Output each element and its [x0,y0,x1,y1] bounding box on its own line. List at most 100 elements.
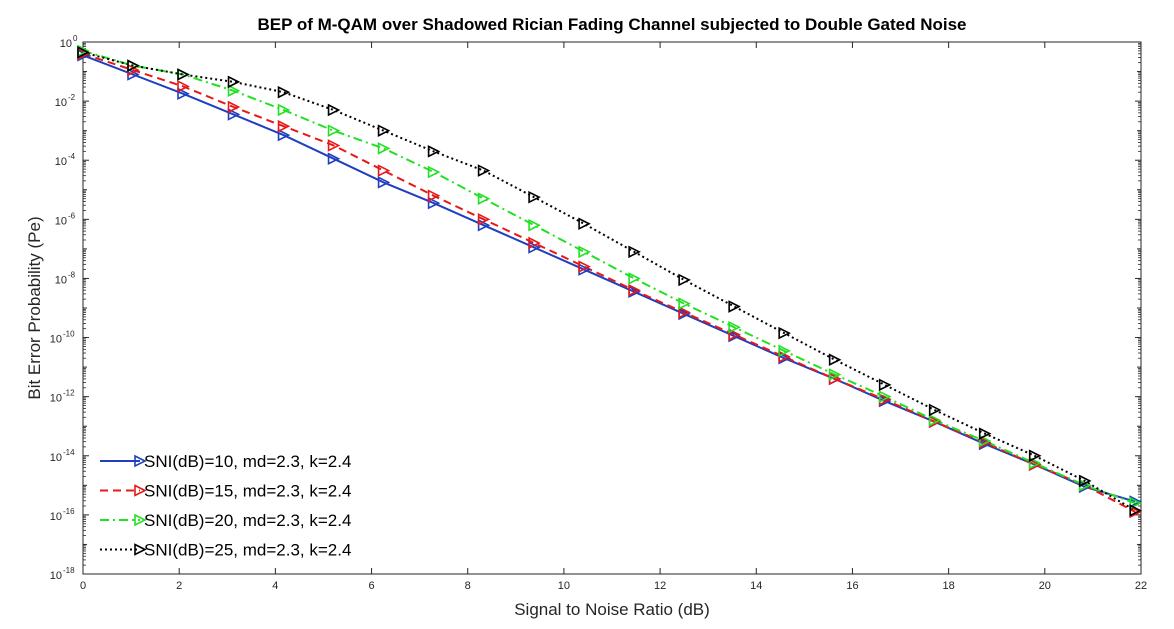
legend-marker-1 [134,454,147,468]
series-1-point [377,176,391,189]
y-tick-exponent: -14 [63,448,75,457]
series-1-point [427,196,441,210]
series-4-point [77,46,90,59]
series-layer [83,49,1136,513]
series-4-point [878,378,892,392]
series-3-point [427,165,441,179]
y-tick-exponent: 0 [73,34,78,43]
series-2-point [728,328,741,341]
x-tick-label: 0 [80,580,86,592]
series-1-point [477,218,491,232]
y-tick-label: 10 [50,570,62,582]
x-tick-label: 18 [943,580,955,592]
series-2-point [628,283,641,297]
series-4-point [828,353,842,367]
series-line-4 [83,51,1136,512]
series-3-point [628,272,641,285]
y-tick-exponent: -8 [68,270,76,279]
legend-marker-2 [134,484,147,497]
series-4-point [477,164,491,177]
x-tick-label: 16 [846,580,858,592]
x-tick-labels: 0 2 4 6 8 10 12 14 16 18 20 22 [80,580,1147,592]
chart-title: BEP of M-QAM over Shadowed Rician Fading… [257,15,966,34]
x-axis-label: Signal to Noise Ratio (dB) [514,600,710,619]
series-3-point [1028,456,1042,470]
series-2-point [377,164,391,177]
series-4-point [778,326,791,340]
x-tick-label: 2 [176,580,182,592]
series-2-point [327,139,341,152]
series-4-point [1129,504,1143,517]
series-4-point [227,75,241,89]
y-tick-label: 10 [55,274,67,286]
legend: SNI(dB)=10, md=2.3, k=2.4 SNI(dB)=15, md=… [100,452,351,560]
series-2-point [177,80,190,93]
y-tick-exponent: -2 [68,93,76,102]
series-4-point [1078,474,1092,488]
y-tick-exponent: -18 [63,566,75,575]
y-tick-label: 10 [50,452,62,464]
series-3-point [277,103,291,117]
plot-area [82,41,1142,575]
series-4-point [728,300,741,313]
y-tick-label: 10 [55,215,67,227]
y-tick-label: 10 [55,97,67,109]
series-4-point [628,245,641,259]
y-tick-label: 10 [55,156,67,168]
x-tick-label: 6 [368,580,374,592]
series-3-point [778,344,791,358]
series-4-point [277,85,291,99]
series-2-point [578,260,591,273]
series-4-point [127,59,140,72]
series-1-point [227,108,241,121]
series-2-point [227,100,241,114]
y-tick-label: 10 [50,334,62,346]
series-3-point [528,218,541,232]
y-tick-exponent: -12 [63,389,75,398]
series-line-3 [83,49,1136,505]
series-3-point [728,320,741,334]
series-3-point [327,124,341,137]
series-4-point [427,145,441,158]
series-1-point [327,152,341,166]
x-tick-label: 14 [750,580,762,592]
legend-label-1: SNI(dB)=10, md=2.3, k=2.4 [144,452,351,471]
y-tick-exponent: -10 [63,330,75,339]
series-1-point [277,128,291,142]
series-2-point [528,236,541,250]
series-4-point [177,68,190,81]
series-4-point [678,273,691,287]
y-tick-exponent: -4 [68,152,76,161]
series-4-point [377,124,391,137]
series-2-point [678,306,691,319]
series-4-point [327,103,341,117]
series-4-point [528,190,541,204]
series-4-point [928,403,942,417]
legend-label-2: SNI(dB)=15, md=2.3, k=2.4 [144,482,351,501]
series-3-point [227,84,241,98]
markers-layer [77,44,1143,519]
series-3-point [978,434,992,448]
series-3-point [828,368,842,381]
series-3-point [1129,496,1143,510]
y-tick-label: 10 [60,38,72,50]
x-tick-label: 4 [272,580,278,592]
y-tick-label: 10 [50,393,62,405]
series-3-point [878,390,892,403]
series-3-point [928,414,942,427]
series-line-2 [83,52,1136,513]
y-axis-label: Bit Error Probability (Pe) [25,216,44,399]
series-2-point [427,189,441,202]
legend-label-3: SNI(dB)=20, md=2.3, k=2.4 [144,511,351,530]
y-tick-exponent: -16 [63,507,75,516]
legend-label-4: SNI(dB)=25, md=2.3, k=2.4 [144,541,351,560]
x-tick-label: 10 [558,580,570,592]
series-4-point [1028,449,1042,463]
legend-marker-4 [134,543,147,556]
series-4-point [978,427,992,440]
series-3-point [377,142,391,155]
y-tick-label: 10 [50,511,62,523]
series-3-point [477,192,491,205]
